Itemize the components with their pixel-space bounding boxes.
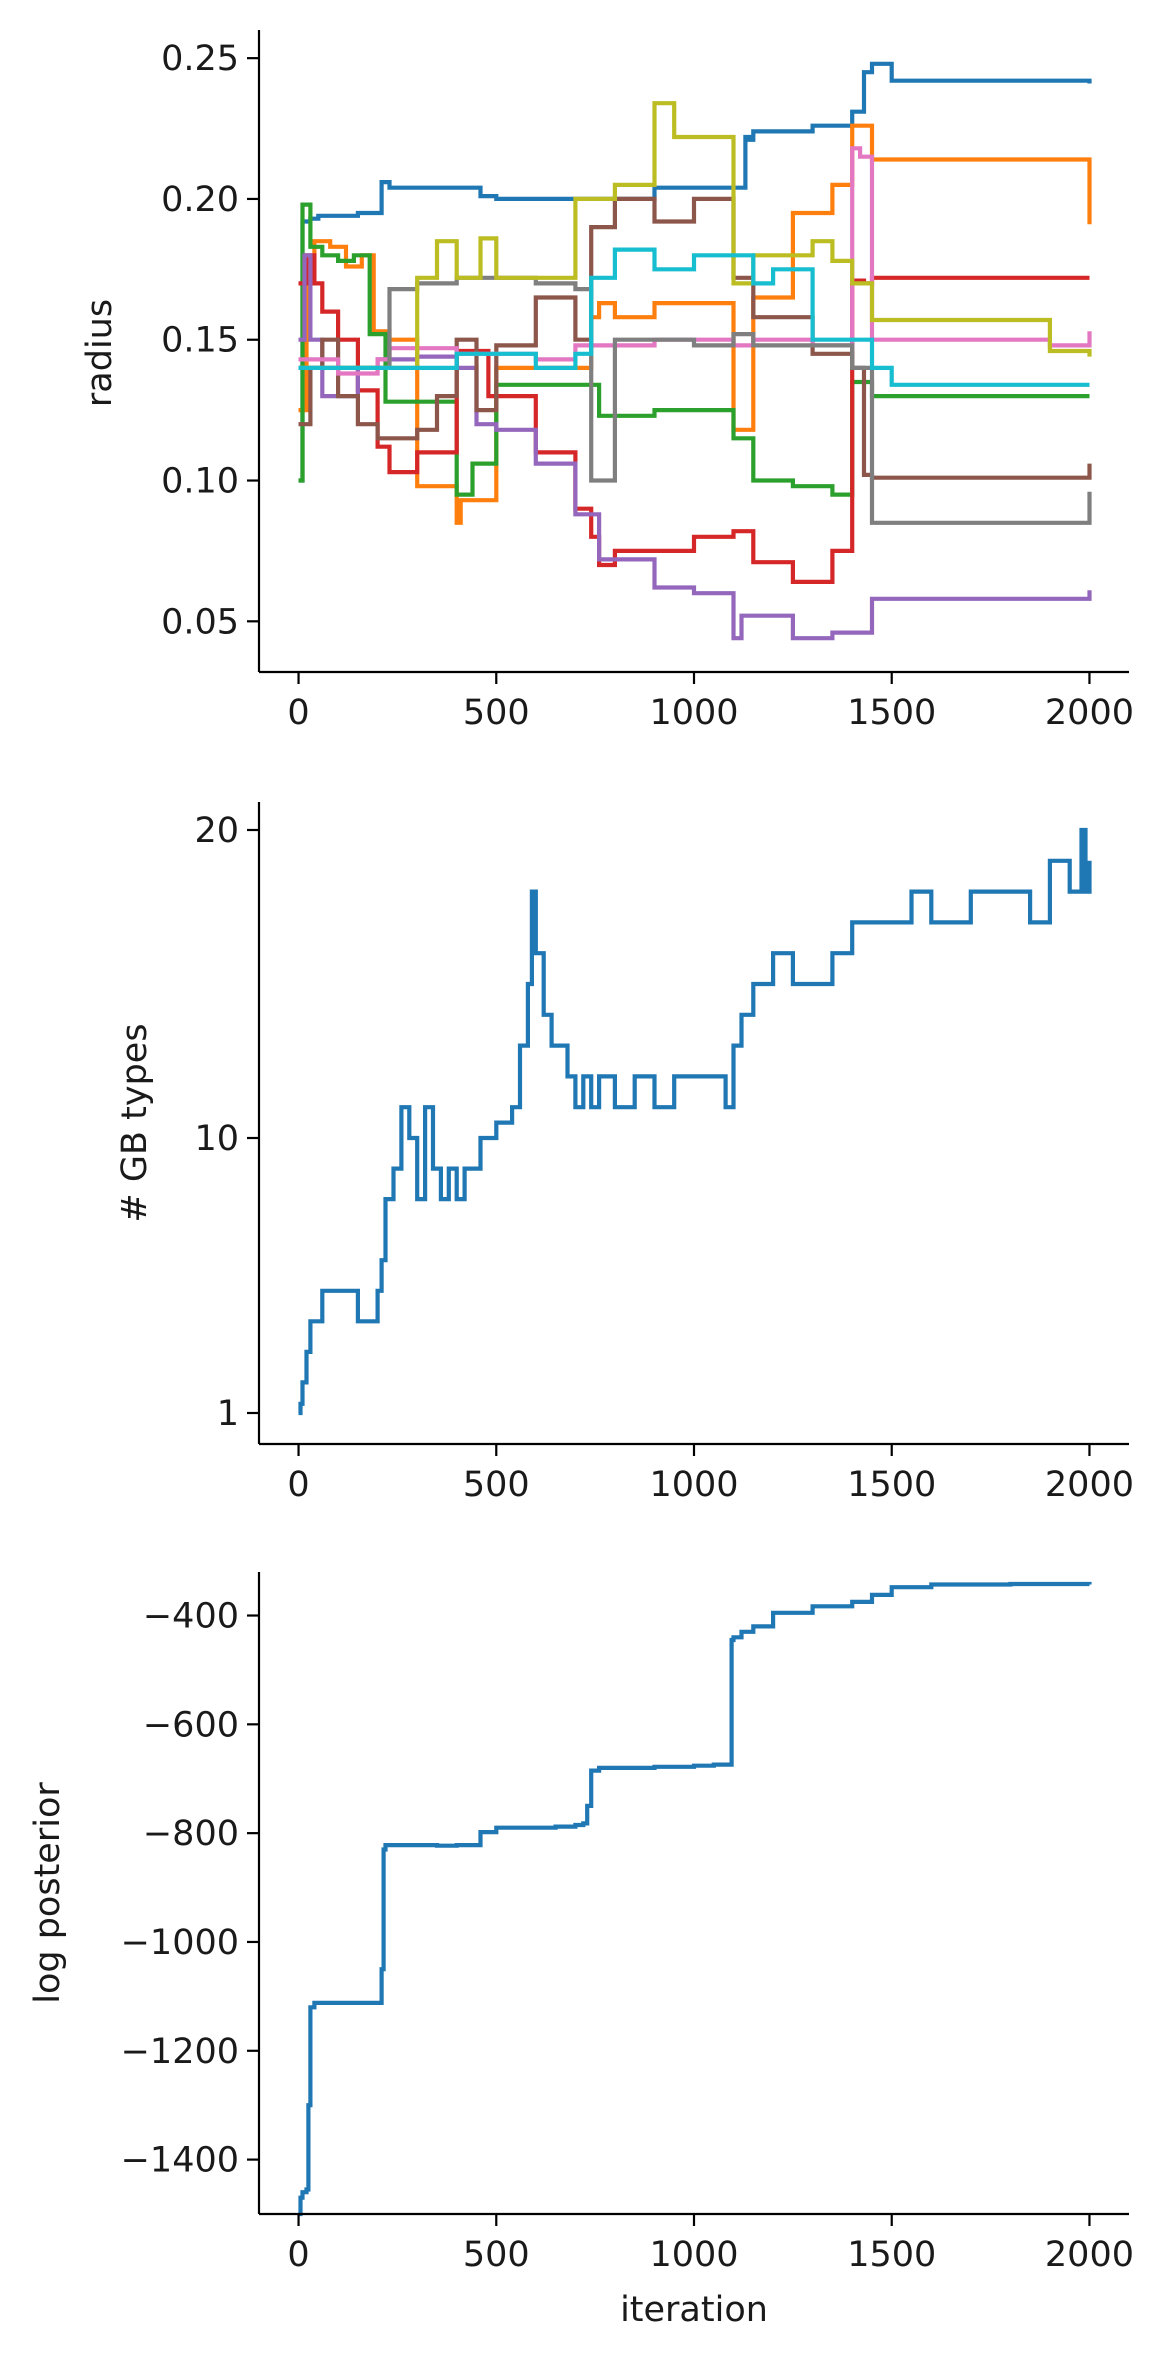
radius-x-tick-label: 1500 bbox=[847, 693, 936, 733]
log-posterior-x-tick-label: 1000 bbox=[649, 2235, 738, 2275]
gb-types-x-ticks: 0 500 1000 1500 2000 bbox=[287, 1444, 1134, 1505]
gb-types-x-tick-label: 1000 bbox=[649, 1465, 738, 1505]
log-posterior-y-tick-label: −400 bbox=[143, 1597, 239, 1637]
gb-types-series-group bbox=[298, 827, 1092, 1416]
radius-y-ticks: 0.05 0.10 0.15 0.20 0.25 bbox=[161, 39, 259, 642]
log-posterior-y-tick-label: −800 bbox=[143, 1814, 239, 1854]
log-posterior-x-tick-label: 1500 bbox=[847, 2235, 936, 2275]
log-posterior-x-ticks: 0 500 1000 1500 2000 bbox=[287, 2214, 1134, 2275]
radius-x-tick-label: 2000 bbox=[1045, 693, 1134, 733]
gb-types-y-tick-label: 10 bbox=[194, 1119, 239, 1159]
log-posterior-panel: 0 500 1000 1500 2000 −1400 −1200 −1000 −800 −600… bbox=[28, 1572, 1134, 2330]
log-posterior-x-tick-label: 500 bbox=[463, 2235, 530, 2275]
log-posterior-y-ticks: −1400 −1200 −1000 −800 −600 −400 bbox=[121, 1597, 259, 2181]
radius-panel: 0 500 1000 1500 2000 0.05 0.10 0.15 0.20 0.25 ra… bbox=[80, 30, 1134, 733]
radius-series-line-10 bbox=[298, 247, 1090, 387]
radius-series-group bbox=[298, 61, 1092, 641]
log-posterior-y-tick-label: −1400 bbox=[121, 2141, 239, 2181]
radius-y-tick-label: 0.05 bbox=[161, 602, 239, 642]
log-posterior-x-axis-label: iteration bbox=[620, 2290, 768, 2330]
radius-y-tick-label: 0.10 bbox=[161, 462, 239, 502]
gb-types-x-tick-label: 500 bbox=[463, 1465, 530, 1505]
gb-types-x-tick-label: 0 bbox=[287, 1465, 309, 1505]
radius-x-tick-label: 0 bbox=[287, 693, 309, 733]
radius-series-line-6 bbox=[298, 196, 1092, 480]
log-posterior-y-tick-label: −600 bbox=[143, 1705, 239, 1745]
radius-series-line-9 bbox=[298, 101, 1092, 370]
radius-x-tick-label: 1000 bbox=[649, 693, 738, 733]
gb-types-panel: 0 500 1000 1500 2000 1 10 20 # GB types bbox=[115, 802, 1134, 1505]
gb-types-series-line-1 bbox=[298, 827, 1092, 1416]
log-posterior-y-tick-label: −1000 bbox=[121, 1923, 239, 1963]
radius-y-axis-label: radius bbox=[80, 299, 120, 407]
log-posterior-series-group bbox=[298, 1581, 1092, 2217]
log-posterior-y-axis-label: log posterior bbox=[28, 1782, 68, 2004]
log-posterior-series-line-1 bbox=[298, 1581, 1092, 2217]
radius-y-tick-label: 0.25 bbox=[161, 39, 239, 79]
radius-series-line-3 bbox=[298, 202, 1090, 497]
gb-types-y-tick-label: 1 bbox=[217, 1394, 239, 1434]
gb-types-x-tick-label: 2000 bbox=[1045, 1465, 1134, 1505]
gb-types-x-tick-label: 1500 bbox=[847, 1465, 936, 1505]
log-posterior-y-tick-label: −1200 bbox=[121, 2032, 239, 2072]
radius-y-tick-label: 0.20 bbox=[161, 180, 239, 220]
gb-types-y-tick-label: 20 bbox=[194, 811, 239, 851]
gb-types-y-axis-label: # GB types bbox=[115, 1023, 155, 1222]
radius-y-tick-label: 0.15 bbox=[161, 321, 239, 361]
gb-types-y-ticks: 1 10 20 bbox=[194, 811, 259, 1434]
log-posterior-x-tick-label: 2000 bbox=[1045, 2235, 1134, 2275]
radius-x-ticks: 0 500 1000 1500 2000 bbox=[287, 672, 1134, 733]
radius-x-tick-label: 500 bbox=[463, 693, 530, 733]
log-posterior-x-tick-label: 0 bbox=[287, 2235, 309, 2275]
